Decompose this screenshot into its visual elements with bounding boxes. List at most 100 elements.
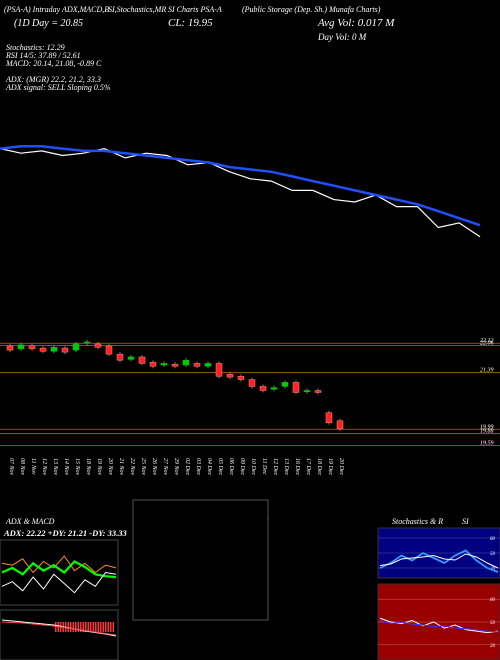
stat-line: ADX: (MGR) 22.2, 21.2, 33.3: [5, 75, 101, 84]
candle-body: [259, 386, 267, 391]
x-tick-label: 19 Dec: [327, 458, 333, 475]
x-tick-label: 15 Nov: [74, 458, 80, 476]
histogram-bar: [110, 622, 112, 632]
header-text: SI Charts PSA-A: [168, 5, 222, 14]
x-tick-label: 04 Dec: [206, 458, 213, 475]
x-tick-label: 14 Nov: [63, 458, 70, 476]
y-tick-label: 19.99: [480, 424, 494, 430]
x-tick-label: 07 Nov: [8, 458, 14, 476]
series-line: [379, 549, 499, 573]
candle-body: [138, 356, 146, 364]
avg-vol: Avg Vol: 0.017 M: [317, 17, 395, 29]
x-tick-label: 16 Dec: [294, 458, 300, 475]
histogram-bar: [80, 622, 82, 632]
x-tick-label: 11 Nov: [30, 458, 36, 475]
panel-box: [0, 539, 119, 606]
series-line: [1, 560, 117, 579]
candle-body: [105, 345, 113, 355]
candle-body: [182, 359, 190, 366]
candle-body: [6, 345, 14, 351]
candle-body: [215, 363, 223, 377]
y-tick-label: 50: [490, 621, 496, 626]
histogram-bar: [85, 622, 87, 632]
histogram-bar: [112, 622, 114, 632]
candle-body: [336, 420, 344, 430]
candle-body: [61, 347, 69, 353]
close-text: CL: 19.95: [168, 17, 213, 29]
panel-readout: ADX: 22.22 +DY: 21.21 -DY: 33.33: [3, 528, 127, 538]
x-tick-label: 20 Dec: [338, 458, 344, 475]
candle-body: [226, 374, 234, 378]
x-tick-label: 25 Nov: [140, 458, 146, 476]
stat-line: RSI 14/5: 37.89 / 52.61: [5, 51, 81, 60]
histogram-bar: [97, 622, 99, 632]
stat-line: ADX signal: SELL Sloping 0.5%: [5, 83, 111, 92]
candle-body: [149, 361, 157, 367]
x-tick-label: 10 Dec: [250, 458, 256, 475]
candle-body: [292, 382, 300, 393]
y-tick-label: 22.12: [480, 338, 494, 344]
x-tick-label: 06 Dec: [228, 458, 234, 475]
panel-title: ADX & MACD: [5, 517, 55, 526]
stat-line: MACD: 20.14, 21.08, -0.89 C: [5, 59, 102, 68]
candle-body: [204, 363, 212, 367]
y-tick-label: 20: [490, 644, 496, 649]
x-tick-label: 09 Dec: [239, 458, 245, 475]
candle-body: [248, 379, 256, 387]
x-tick-label: 03 Dec: [195, 458, 201, 475]
series-line: [0, 147, 481, 238]
day-vol: Day Vol: 0 M: [317, 32, 367, 42]
candle-body: [127, 356, 135, 360]
series-line: [1, 621, 117, 636]
candle-body: [94, 343, 102, 348]
series-line: [1, 571, 117, 594]
x-tick-label: 26 Nov: [151, 458, 157, 476]
x-tick-label: 08 Nov: [19, 458, 25, 476]
histogram-bar: [70, 622, 72, 632]
panel-title: Stochastics & R: [392, 517, 443, 526]
stat-line: Stochastics: 12.29: [6, 43, 65, 52]
x-tick-label: 18 Dec: [316, 458, 322, 475]
x-tick-label: 18 Nov: [85, 458, 91, 476]
x-tick-label: 13 Nov: [52, 458, 58, 476]
histogram-bar: [105, 622, 107, 632]
header-text: (Public Storage (Dep. Sh.) Munafa Charts…: [242, 5, 381, 14]
candle-body: [314, 390, 322, 393]
y-tick-label: 80: [490, 598, 496, 603]
histogram-bar: [90, 622, 92, 632]
header-text: (PSA-A) Intraday ADX,MACD,B: [4, 5, 109, 14]
y-tick-label: 19.59: [480, 440, 494, 446]
x-tick-label: 22 Nov: [129, 458, 135, 476]
y-tick-label: 22.06: [480, 341, 494, 347]
candle-body: [72, 343, 80, 351]
panel-side: SI: [462, 517, 469, 526]
series-line: [0, 145, 481, 227]
x-tick-label: 12 Nov: [41, 458, 47, 476]
histogram-bar: [55, 622, 57, 632]
x-tick-label: 29 Nov: [173, 458, 179, 476]
x-tick-label: 11 Dec: [261, 458, 267, 475]
candle-body: [281, 382, 289, 387]
histogram-bar: [82, 622, 84, 632]
histogram-bar: [72, 622, 74, 632]
histogram-bar: [92, 622, 94, 632]
candle-body: [303, 390, 311, 392]
candle-body: [116, 353, 124, 361]
candle-body: [270, 387, 278, 390]
candle-body: [50, 347, 58, 352]
x-tick-label: 17 Dec: [305, 458, 311, 475]
candle-body: [171, 363, 179, 367]
histogram-bar: [67, 622, 69, 632]
series-line: [379, 617, 499, 634]
candle-body: [325, 412, 333, 424]
histogram-bar: [75, 622, 77, 632]
histogram-bar: [87, 622, 89, 632]
x-tick-label: 13 Dec: [283, 458, 289, 475]
x-tick-label: 12 Dec: [272, 458, 278, 475]
header-text: SI,Stochastics,MR: [108, 5, 166, 14]
series-line: [1, 555, 117, 574]
histogram-bar: [102, 622, 104, 632]
day-text: (1D Day = 20.85: [14, 18, 83, 29]
series-line: [379, 620, 499, 633]
